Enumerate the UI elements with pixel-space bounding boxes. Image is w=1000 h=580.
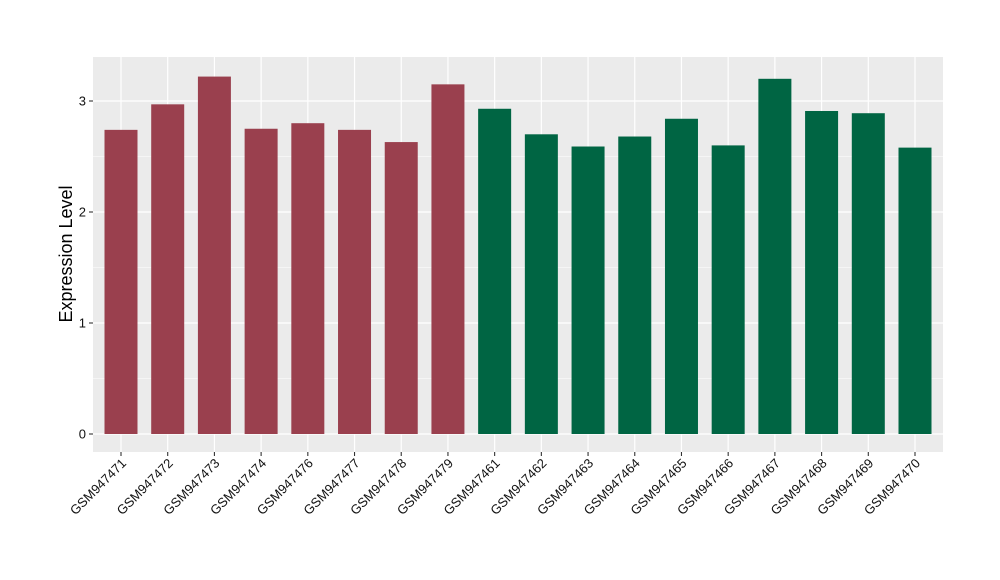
bar xyxy=(291,123,325,434)
bar xyxy=(384,142,418,434)
bar xyxy=(244,128,278,434)
y-tick-label: 1 xyxy=(79,316,86,331)
y-tick-label: 3 xyxy=(79,94,86,109)
bars xyxy=(104,76,932,435)
bar xyxy=(711,145,745,434)
minor-gridlines xyxy=(93,156,943,379)
y-axis: 0 1 2 3 xyxy=(79,94,93,442)
bar xyxy=(758,78,792,435)
plot-panel xyxy=(93,57,943,452)
bar xyxy=(338,129,372,435)
bar xyxy=(104,129,138,435)
bar xyxy=(805,110,839,435)
bar xyxy=(431,84,465,434)
y-tick-label: 2 xyxy=(79,205,86,220)
bar xyxy=(618,136,652,434)
bar xyxy=(851,113,885,435)
bar xyxy=(151,104,185,434)
bar xyxy=(664,118,698,434)
bar xyxy=(478,108,512,435)
bar xyxy=(197,76,231,434)
bar xyxy=(524,134,558,435)
y-axis-title: Expression Level xyxy=(56,185,76,322)
x-axis: GSM947471GSM947472GSM947473GSM947474GSM9… xyxy=(67,452,923,518)
bar xyxy=(571,146,605,434)
y-tick-label: 0 xyxy=(79,427,86,442)
bar xyxy=(898,147,932,434)
